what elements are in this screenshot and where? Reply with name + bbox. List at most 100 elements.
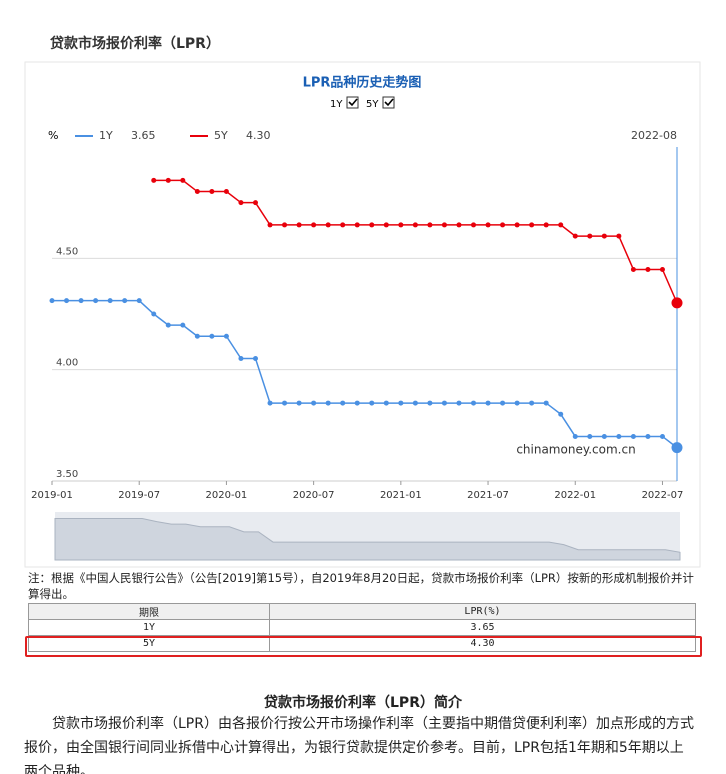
checkmark bbox=[384, 98, 394, 107]
intro-text: 贷款市场报价利率（LPR）由各报价行按公开市场操作利率（主要指中期借贷便利利率）… bbox=[24, 716, 694, 774]
data-point bbox=[238, 356, 244, 362]
toggle-label: 5Y bbox=[366, 99, 379, 110]
table-row: 1Y 3.65 bbox=[28, 619, 697, 636]
chart-frame bbox=[24, 61, 701, 568]
data-point bbox=[427, 400, 433, 406]
header-cell: 期限 bbox=[28, 603, 270, 620]
data-point bbox=[616, 233, 622, 239]
data-point bbox=[296, 222, 302, 228]
data-point bbox=[136, 298, 142, 304]
data-point bbox=[64, 298, 70, 304]
data-point bbox=[282, 400, 288, 406]
intro-title: 贷款市场报价利率（LPR）简介 bbox=[264, 695, 462, 711]
data-point bbox=[223, 333, 229, 339]
x-tick-label: 2022-01 bbox=[554, 490, 596, 501]
series-line bbox=[52, 299, 678, 449]
note: 注：根据《中国人民银行公告》（公告[2019]第15号），自2019年8月20日… bbox=[28, 571, 694, 601]
legend-value: 4.30 bbox=[246, 129, 271, 142]
data-point bbox=[209, 189, 215, 195]
x-tick-label: 2020-07 bbox=[293, 490, 335, 501]
navigator-area bbox=[54, 518, 681, 561]
data-point bbox=[49, 298, 55, 304]
data-point bbox=[282, 222, 288, 228]
data-point bbox=[543, 222, 549, 228]
data-point bbox=[616, 433, 622, 439]
data-point bbox=[194, 189, 200, 195]
rate-table: 期限 LPR(%) 1Y 3.65 5Y 4.30 bbox=[28, 603, 697, 652]
data-point bbox=[151, 311, 157, 317]
data-point bbox=[325, 400, 331, 406]
data-point bbox=[441, 400, 447, 406]
data-point bbox=[311, 400, 317, 406]
data-point bbox=[671, 442, 683, 454]
data-point bbox=[93, 298, 99, 304]
data-point bbox=[659, 266, 665, 272]
data-point bbox=[645, 433, 651, 439]
data-point bbox=[194, 333, 200, 339]
chart-title: LPR品种历史走势图 bbox=[303, 75, 422, 91]
data-point bbox=[485, 222, 491, 228]
data-point bbox=[180, 177, 186, 183]
data-point bbox=[529, 222, 535, 228]
data-point bbox=[529, 400, 535, 406]
x-tick-label: 2022-07 bbox=[642, 490, 684, 501]
current-date: 2022-08 bbox=[631, 129, 677, 142]
data-point bbox=[398, 400, 404, 406]
data-point bbox=[209, 333, 215, 339]
data-point bbox=[485, 400, 491, 406]
data-point bbox=[471, 400, 477, 406]
data-point bbox=[354, 400, 360, 406]
data-point bbox=[325, 222, 331, 228]
checkbox[interactable] bbox=[346, 96, 359, 109]
data-point bbox=[587, 233, 593, 239]
data-point bbox=[471, 222, 477, 228]
data-point bbox=[587, 433, 593, 439]
data-point bbox=[151, 177, 157, 183]
y-unit: % bbox=[48, 129, 58, 142]
x-tick-label: 2019-07 bbox=[118, 490, 160, 501]
data-point bbox=[165, 322, 171, 328]
page-title: 贷款市场报价利率（LPR） bbox=[50, 36, 220, 52]
data-point bbox=[238, 200, 244, 206]
data-point bbox=[107, 298, 113, 304]
data-point bbox=[369, 222, 375, 228]
data-point bbox=[456, 400, 462, 406]
x-tick-label: 2019-01 bbox=[31, 490, 73, 501]
data-point bbox=[340, 222, 346, 228]
data-point bbox=[180, 322, 186, 328]
data-point bbox=[601, 233, 607, 239]
chart: LPR品种历史走势图 % 2022-08 chinamoney.com.cn 1… bbox=[24, 61, 701, 568]
data-point bbox=[383, 400, 389, 406]
data-point bbox=[354, 222, 360, 228]
legend-value: 3.65 bbox=[131, 129, 156, 142]
data-point bbox=[543, 400, 549, 406]
data-point bbox=[671, 297, 683, 309]
data-point bbox=[572, 433, 578, 439]
data-point bbox=[122, 298, 128, 304]
data-point bbox=[267, 400, 273, 406]
checkbox[interactable] bbox=[382, 96, 395, 109]
data-point bbox=[340, 400, 346, 406]
x-tick-label: 2020-01 bbox=[206, 490, 248, 501]
header-cell: LPR(%) bbox=[268, 603, 697, 620]
y-tick-label: 4.50 bbox=[56, 246, 78, 257]
data-point bbox=[630, 266, 636, 272]
x-tick-label: 2021-01 bbox=[380, 490, 422, 501]
data-point bbox=[558, 411, 564, 417]
data-point bbox=[267, 222, 273, 228]
data-point bbox=[514, 222, 520, 228]
data-point bbox=[558, 222, 564, 228]
data-point bbox=[369, 400, 375, 406]
toggle-label: 1Y bbox=[330, 99, 343, 110]
data-point bbox=[572, 233, 578, 239]
data-point bbox=[165, 177, 171, 183]
legend-label: 5Y bbox=[214, 129, 228, 142]
cell: 3.65 bbox=[268, 619, 697, 636]
data-point bbox=[252, 200, 258, 206]
data-point bbox=[514, 400, 520, 406]
data-point bbox=[398, 222, 404, 228]
watermark: chinamoney.com.cn bbox=[516, 443, 635, 457]
cell: 1Y bbox=[28, 619, 270, 636]
data-point bbox=[78, 298, 84, 304]
data-point bbox=[456, 222, 462, 228]
